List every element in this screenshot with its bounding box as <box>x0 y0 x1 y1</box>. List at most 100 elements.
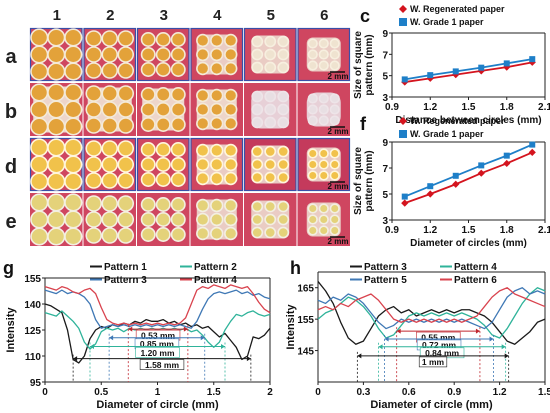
spot <box>31 212 47 227</box>
legend-label: Pattern 1 <box>104 262 147 273</box>
spot <box>48 157 64 172</box>
photo-cell <box>83 27 137 82</box>
spot <box>172 143 185 156</box>
spot <box>65 174 81 189</box>
series-line <box>404 61 533 83</box>
spot <box>252 173 262 182</box>
x-tick-label: 1.5 <box>538 387 550 398</box>
spot <box>103 141 117 156</box>
spot <box>225 200 236 211</box>
legend-item: Pattern 3 <box>350 262 407 273</box>
spot <box>142 228 155 241</box>
spot <box>197 49 208 60</box>
column-label: 3 <box>160 7 168 24</box>
spot <box>87 157 101 172</box>
annotation-label: 0.53 mm <box>141 330 175 340</box>
spot <box>278 105 288 114</box>
spot <box>172 198 185 211</box>
legend-label: Pattern 6 <box>454 275 497 286</box>
photo-cell <box>136 137 190 192</box>
spot <box>103 196 117 211</box>
spot <box>252 202 262 211</box>
spot <box>197 90 208 101</box>
x-tick-label: 1.2 <box>423 225 437 236</box>
spot <box>265 202 275 211</box>
spot <box>225 63 236 74</box>
spot <box>211 35 222 46</box>
spot <box>265 173 275 182</box>
series-1 <box>317 281 546 345</box>
photo-border <box>243 137 297 192</box>
panel-letter: g <box>3 258 14 278</box>
series-4 <box>44 284 271 326</box>
chart-panel-f: f 0.9 1.2 1.5 1.8 2.1 3 5 7 9 Diameter of circles … <box>353 114 550 249</box>
spot <box>48 85 64 100</box>
spot <box>320 150 328 157</box>
photo-cell <box>244 83 297 136</box>
arrowhead-left <box>384 336 389 342</box>
spot <box>103 63 117 78</box>
legend-item: W. Regenerated paper <box>399 4 505 14</box>
photo-cell <box>83 137 137 192</box>
spot <box>265 63 275 72</box>
annotation-label-box <box>139 359 185 370</box>
spot <box>309 216 317 223</box>
spot <box>119 118 133 133</box>
photo-border <box>190 27 244 82</box>
series-line <box>44 289 271 329</box>
spot <box>309 51 317 58</box>
spot <box>157 228 170 241</box>
spot <box>103 212 117 227</box>
photo-cell: 2 mm <box>297 27 351 82</box>
photo-cell <box>83 193 136 246</box>
spot <box>225 104 236 115</box>
column-label: 6 <box>320 7 328 24</box>
photo-border <box>190 137 244 192</box>
spot <box>65 140 81 155</box>
photo-border <box>83 137 137 192</box>
spot <box>225 118 236 129</box>
series-1 <box>401 148 536 207</box>
spot <box>331 95 339 102</box>
spot <box>211 63 222 74</box>
spot <box>172 173 185 186</box>
spot <box>320 227 328 234</box>
x-tick-label: 1.5 <box>462 102 476 113</box>
series-line <box>404 143 533 198</box>
series-4 <box>317 287 546 323</box>
scale-bar-label: 2 mm <box>328 127 349 136</box>
spot <box>172 48 185 61</box>
data-point <box>401 199 409 207</box>
legend-label: Pattern 3 <box>104 275 147 286</box>
spot <box>87 63 101 78</box>
series-line <box>317 287 546 323</box>
y-tick-label: 110 <box>25 352 42 363</box>
legend-label: Pattern 4 <box>194 275 237 286</box>
legend: W. Regenerated paper W. Grade 1 paper <box>399 116 505 139</box>
y-tick-label: 155 <box>24 274 41 285</box>
spot <box>157 213 170 226</box>
spot <box>278 118 288 127</box>
legend-label: Pattern 5 <box>364 275 407 286</box>
spot <box>87 212 101 227</box>
spot <box>211 104 222 115</box>
spot <box>48 119 64 134</box>
spot <box>87 196 101 211</box>
series-line <box>317 281 546 345</box>
panel-letter: h <box>290 258 301 278</box>
spot <box>142 48 155 61</box>
photo-border <box>136 137 190 192</box>
spot <box>48 174 64 189</box>
legend: W. Regenerated paper W. Grade 1 paper <box>399 4 505 27</box>
spot <box>225 214 236 225</box>
spot <box>309 205 317 212</box>
arrowhead-left <box>90 343 94 349</box>
y-tick-label: 145 <box>297 347 314 358</box>
y-tick-label: 7 <box>382 164 388 175</box>
spot <box>119 86 133 101</box>
spot <box>331 62 339 69</box>
spot <box>157 88 170 101</box>
spot <box>331 216 339 223</box>
x-axis-label: Diameter of circles (mm) <box>410 238 527 249</box>
spot <box>157 158 170 171</box>
